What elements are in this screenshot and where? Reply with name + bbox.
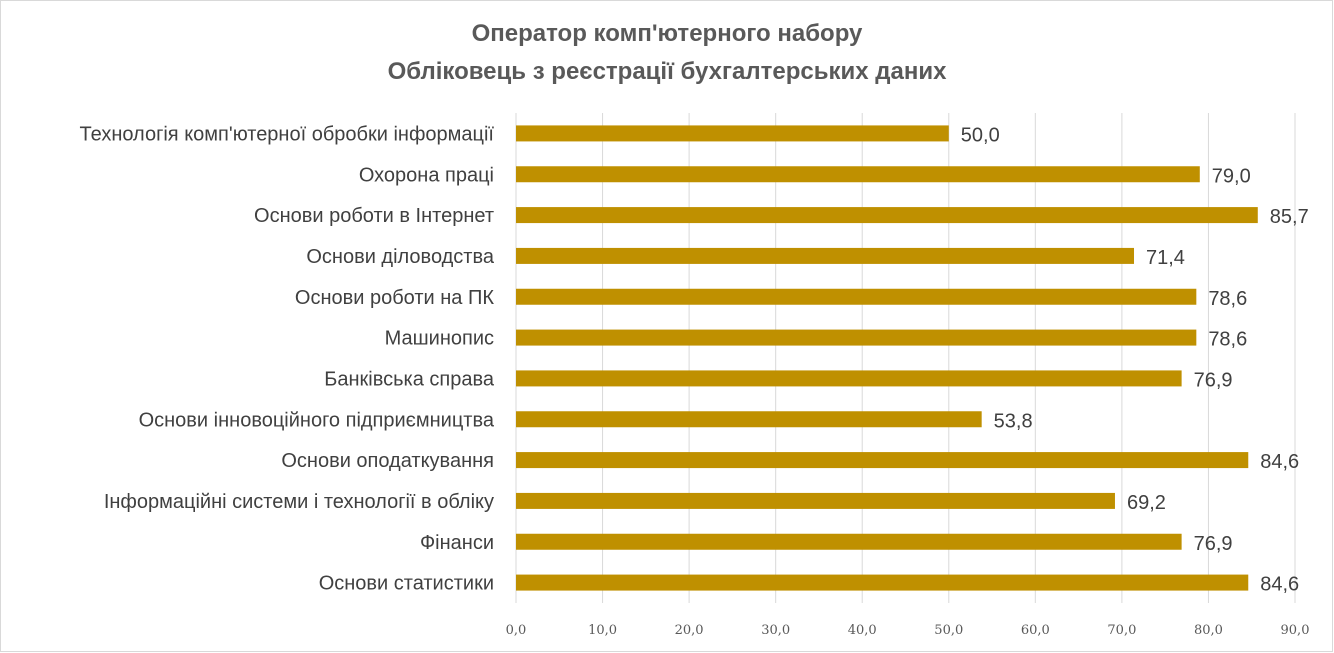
data-label: 84,6 [1260, 451, 1299, 473]
category-label: Основи інновоційного підприємництва [139, 409, 495, 431]
value-labels: 50,0 79,0 85,7 71,4 78,6 78,6 76,9 53,8 84,6 69,2… [961, 124, 1309, 595]
category-label: Основи статистики [319, 573, 494, 595]
bars [516, 125, 1258, 591]
chart-title: Оператор комп'ютерного набору [471, 20, 863, 47]
category-labels: Технологія комп'ютерної обробки інформац… [80, 123, 495, 594]
data-label: 79,0 [1212, 165, 1251, 187]
data-label: 85,7 [1270, 206, 1309, 228]
bar [516, 125, 949, 142]
data-label: 50,0 [961, 124, 1000, 146]
x-tick-label: 30,0 [761, 623, 790, 638]
category-label: Охорона праці [359, 164, 494, 186]
x-tick-label: 70,0 [1107, 623, 1136, 638]
category-label: Машинопис [385, 328, 494, 350]
category-label: Фінанси [420, 532, 494, 554]
category-label: Основи діловодства [306, 246, 495, 268]
bar [516, 247, 1135, 264]
x-tick-label: 10,0 [588, 623, 617, 638]
chart-subtitle: Обліковець з реєстрації бухгалтерських д… [387, 58, 947, 85]
x-tick-label: 80,0 [1194, 623, 1223, 638]
bar [516, 329, 1197, 346]
x-tick-label: 50,0 [934, 623, 963, 638]
gridlines [515, 113, 1296, 603]
data-label: 78,6 [1208, 288, 1247, 310]
bar [516, 207, 1258, 224]
data-label: 84,6 [1260, 574, 1299, 596]
bar [516, 533, 1182, 550]
bar [516, 452, 1249, 469]
data-label: 69,2 [1127, 492, 1166, 514]
category-label: Технологія комп'ютерної обробки інформац… [80, 123, 495, 145]
category-label: Основи роботи в Інтернет [254, 205, 494, 227]
data-label: 76,9 [1194, 533, 1233, 555]
category-label: Інформаційні системи і технології в облі… [104, 491, 494, 513]
bar [516, 288, 1197, 305]
category-label: Банківська справа [324, 368, 495, 390]
bar [516, 574, 1249, 591]
data-label: 71,4 [1146, 247, 1185, 269]
x-tick-label: 60,0 [1021, 623, 1050, 638]
bar [516, 370, 1182, 387]
x-tick-label: 20,0 [675, 623, 704, 638]
data-label: 53,8 [994, 410, 1033, 432]
x-tick-label: 90,0 [1281, 623, 1310, 638]
category-label: Основи оподаткування [281, 450, 494, 472]
category-label: Основи роботи на ПК [295, 287, 494, 309]
data-label: 76,9 [1194, 369, 1233, 391]
bar [516, 492, 1115, 509]
bar [516, 411, 982, 428]
bar [516, 166, 1200, 183]
x-tick-label: 0,0 [506, 623, 527, 638]
x-tick-label: 40,0 [848, 623, 877, 638]
x-axis-ticks: 0,0 10,0 20,0 30,0 40,0 50,0 60,0 70,0 80,0 90,0 [506, 623, 1310, 638]
data-label: 78,6 [1208, 329, 1247, 351]
